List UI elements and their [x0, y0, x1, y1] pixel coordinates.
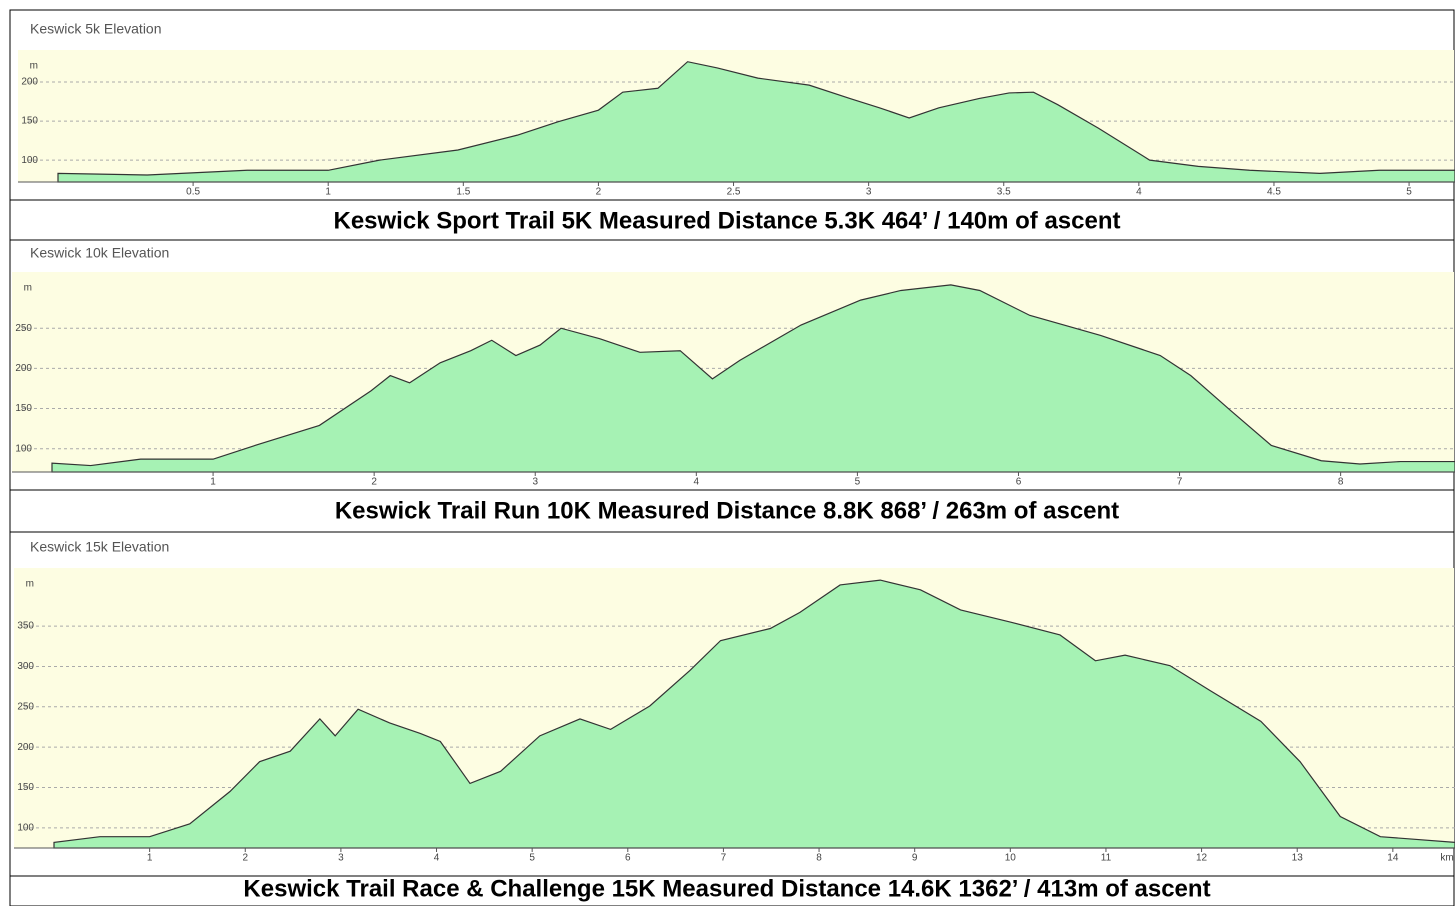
y-axis-label: m — [26, 579, 34, 590]
x-tick-label: 0.5 — [186, 187, 200, 198]
x-tick-label: 8 — [816, 853, 822, 864]
elevation-area — [57, 61, 1455, 183]
x-tick-label: 5 — [1406, 187, 1412, 198]
x-tick-label: 3 — [866, 187, 872, 198]
y-tick-label: 200 — [21, 77, 38, 88]
x-tick-label: 4 — [434, 853, 440, 864]
x-tick-label: 14 — [1387, 853, 1399, 864]
x-tick-label: 1 — [325, 187, 331, 198]
chart-title: Keswick 5k Elevation — [30, 21, 162, 37]
y-axis-label: m — [30, 61, 38, 72]
y-tick-label: 150 — [17, 782, 34, 793]
y-tick-label: 250 — [15, 323, 32, 334]
y-tick-label: 100 — [15, 443, 32, 454]
elevation-area — [51, 284, 1455, 473]
x-tick-label: 5 — [855, 477, 861, 488]
x-tick-label: 5 — [529, 853, 535, 864]
y-axis-label: m — [24, 283, 32, 294]
y-tick-label: 250 — [17, 701, 34, 712]
caption: Keswick Trail Race & Challenge 15K Measu… — [243, 875, 1210, 902]
x-tick-label: 10 — [1005, 853, 1017, 864]
y-tick-label: 200 — [17, 742, 34, 753]
y-tick-label: 300 — [17, 661, 34, 672]
x-tick-label: 3.5 — [997, 187, 1011, 198]
x-tick-label: 4.5 — [1267, 187, 1281, 198]
x-tick-label: 1.5 — [456, 187, 470, 198]
caption-box — [9, 875, 1455, 906]
x-tick-label: 4 — [1136, 187, 1142, 198]
y-tick-label: 150 — [15, 403, 32, 414]
x-tick-label: 6 — [1016, 477, 1022, 488]
chart-title: Keswick 10k Elevation — [30, 245, 169, 261]
caption: Keswick Trail Run 10K Measured Distance … — [335, 497, 1119, 524]
x-tick-label: 12 — [1196, 853, 1208, 864]
x-tick-label: 6 — [625, 853, 631, 864]
x-tick-label: 2 — [596, 187, 602, 198]
x-tick-label: 3 — [338, 853, 344, 864]
caption: Keswick Sport Trail 5K Measured Distance… — [333, 207, 1120, 234]
y-tick-label: 350 — [17, 621, 34, 632]
x-tick-label: 9 — [912, 853, 918, 864]
x-tick-label: 4 — [694, 477, 700, 488]
x-tick-label: 7 — [721, 853, 727, 864]
x-tick-label: 2.5 — [727, 187, 741, 198]
x-tick-label: 7 — [1177, 477, 1183, 488]
y-tick-label: 150 — [21, 116, 38, 127]
x-tick-label: 3 — [532, 477, 538, 488]
x-tick-label: 1 — [210, 477, 216, 488]
chart-title: Keswick 15k Elevation — [30, 539, 169, 555]
x-tick-label: 1 — [147, 853, 153, 864]
x-tick-label: 13 — [1292, 853, 1304, 864]
y-tick-label: 100 — [21, 155, 38, 166]
elevation-area — [53, 579, 1455, 849]
x-tick-label: 8 — [1338, 477, 1344, 488]
x-tick-label: 2 — [371, 477, 377, 488]
y-tick-label: 100 — [17, 822, 34, 833]
x-axis-label: km — [1440, 853, 1453, 864]
x-tick-label: 2 — [242, 853, 248, 864]
y-tick-label: 200 — [15, 363, 32, 374]
x-tick-label: 11 — [1101, 853, 1112, 864]
